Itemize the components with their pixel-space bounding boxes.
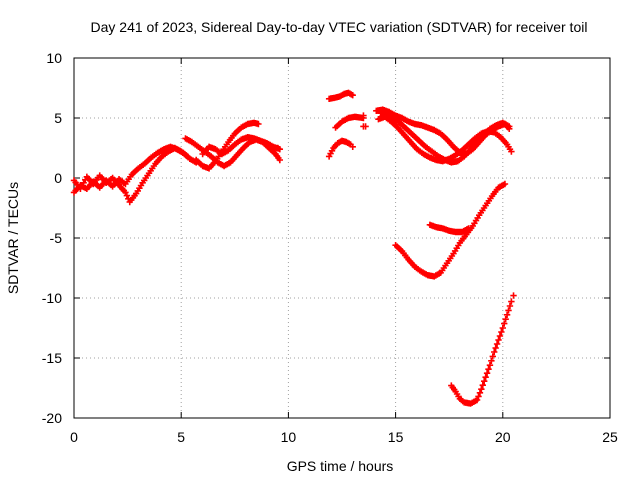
x-axis-label: GPS time / hours (287, 458, 394, 474)
x-tick-label: 0 (70, 429, 78, 445)
y-axis-label: SDTVAR / TECUs (5, 182, 21, 294)
y-tick-label: -10 (42, 290, 62, 306)
x-tick-label: 5 (177, 429, 185, 445)
chart-title: Day 241 of 2023, Sidereal Day-to-day VTE… (91, 19, 588, 35)
y-tick-label: 5 (54, 110, 62, 126)
y-tick-label: -20 (42, 410, 62, 426)
y-tick-label: -5 (50, 230, 63, 246)
y-tick-label: 10 (46, 50, 62, 66)
y-tick-label: -15 (42, 350, 62, 366)
y-tick-label: 0 (54, 170, 62, 186)
data-point-markers (70, 89, 517, 407)
x-tick-label: 25 (602, 429, 618, 445)
grid (74, 58, 610, 418)
data-markers (70, 89, 517, 407)
x-tick-label: 15 (388, 429, 404, 445)
x-tick-label: 10 (281, 429, 297, 445)
axis-ticks: 0 5 10 15 20 25 -20 -15 -10 -5 0 5 10 (42, 50, 618, 445)
x-tick-label: 20 (495, 429, 511, 445)
